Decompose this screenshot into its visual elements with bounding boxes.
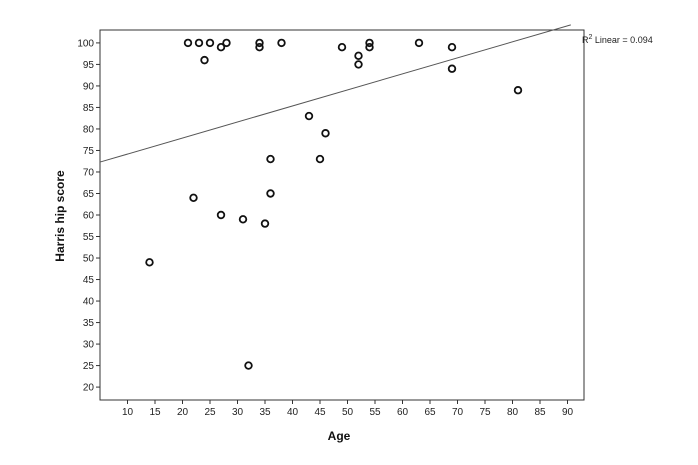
- data-point: [260, 219, 270, 228]
- data-point: [255, 38, 264, 48]
- y-tick-label: 85: [83, 103, 95, 114]
- data-point: [277, 38, 286, 48]
- data-point: [447, 43, 457, 52]
- data-point: [354, 60, 363, 69]
- data-point: [321, 129, 330, 138]
- x-tick-label: 40: [287, 407, 299, 418]
- x-tick-label: 15: [149, 407, 161, 418]
- data-point: [255, 43, 264, 52]
- y-axis-label: Harris hip score: [53, 170, 67, 262]
- y-tick-label: 70: [83, 167, 95, 178]
- data-point: [337, 43, 347, 52]
- r2-text: Linear = 0.094: [592, 35, 652, 45]
- y-tick-label: 75: [83, 146, 95, 157]
- data-point: [194, 38, 204, 48]
- data-point: [304, 111, 314, 121]
- y-tick-label: 65: [83, 189, 95, 200]
- x-tick-label: 35: [259, 407, 271, 418]
- x-tick-label: 85: [534, 407, 546, 418]
- data-point: [266, 189, 275, 198]
- x-tick-label: 75: [479, 407, 491, 418]
- data-point: [238, 215, 248, 224]
- data-point: [216, 210, 226, 220]
- x-tick-label: 55: [369, 407, 381, 418]
- data-point: [189, 193, 198, 202]
- data-point: [205, 38, 215, 48]
- data-point: [513, 86, 523, 95]
- y-tick-label: 55: [83, 232, 95, 243]
- x-tick-label: 65: [424, 407, 436, 418]
- data-point: [447, 64, 457, 73]
- x-axis-label: Age: [328, 429, 351, 443]
- y-ticks: 20 25 30 35 40 45 50 55 60 65 70 75 80 85 90 95 100: [77, 38, 100, 394]
- y-tick-label: 35: [83, 318, 95, 329]
- r2-annotation: R2 Linear = 0.094: [582, 34, 653, 45]
- x-tick-label: 60: [397, 407, 409, 418]
- data-point: [222, 38, 231, 48]
- data-point: [145, 258, 154, 267]
- x-tick-label: 80: [507, 407, 519, 418]
- x-tick-label: 70: [452, 407, 464, 418]
- y-tick-label: 100: [77, 38, 94, 49]
- y-tick-label: 50: [83, 254, 95, 265]
- plot-frame: [99, 29, 585, 401]
- data-point: [365, 38, 374, 48]
- y-tick-label: 80: [83, 124, 95, 135]
- data-point: [315, 154, 325, 164]
- data-point: [200, 55, 209, 65]
- y-tick-label: 20: [83, 383, 95, 394]
- x-tick-label: 30: [232, 407, 244, 418]
- y-tick-label: 95: [83, 60, 95, 71]
- data-point: [266, 154, 275, 164]
- x-tick-label: 10: [122, 407, 134, 418]
- data-point: [216, 43, 226, 52]
- y-tick-label: 30: [83, 340, 95, 351]
- fit-line: [99, 24, 571, 163]
- x-tick-label: 50: [342, 407, 354, 418]
- data-points: [145, 38, 523, 370]
- data-point: [183, 38, 193, 48]
- r2-prefix: R: [582, 35, 589, 45]
- data-point: [414, 38, 424, 48]
- r2-superscript: 2: [589, 34, 593, 41]
- y-tick-label: 25: [83, 361, 95, 372]
- x-tick-label: 45: [314, 407, 326, 418]
- x-ticks: 10 15 20 25 30 35 40 45 50 55 60 65 70 75 80 85 90: [122, 400, 574, 418]
- data-point: [365, 43, 374, 52]
- y-tick-label: 45: [83, 275, 95, 286]
- y-tick-label: 40: [83, 297, 95, 308]
- x-tick-label: 20: [177, 407, 189, 418]
- x-tick-label: 25: [204, 407, 216, 418]
- x-tick-label: 90: [562, 407, 574, 418]
- data-point: [244, 361, 253, 370]
- data-point: [354, 51, 363, 61]
- y-tick-label: 90: [83, 81, 95, 92]
- y-tick-label: 60: [83, 211, 95, 222]
